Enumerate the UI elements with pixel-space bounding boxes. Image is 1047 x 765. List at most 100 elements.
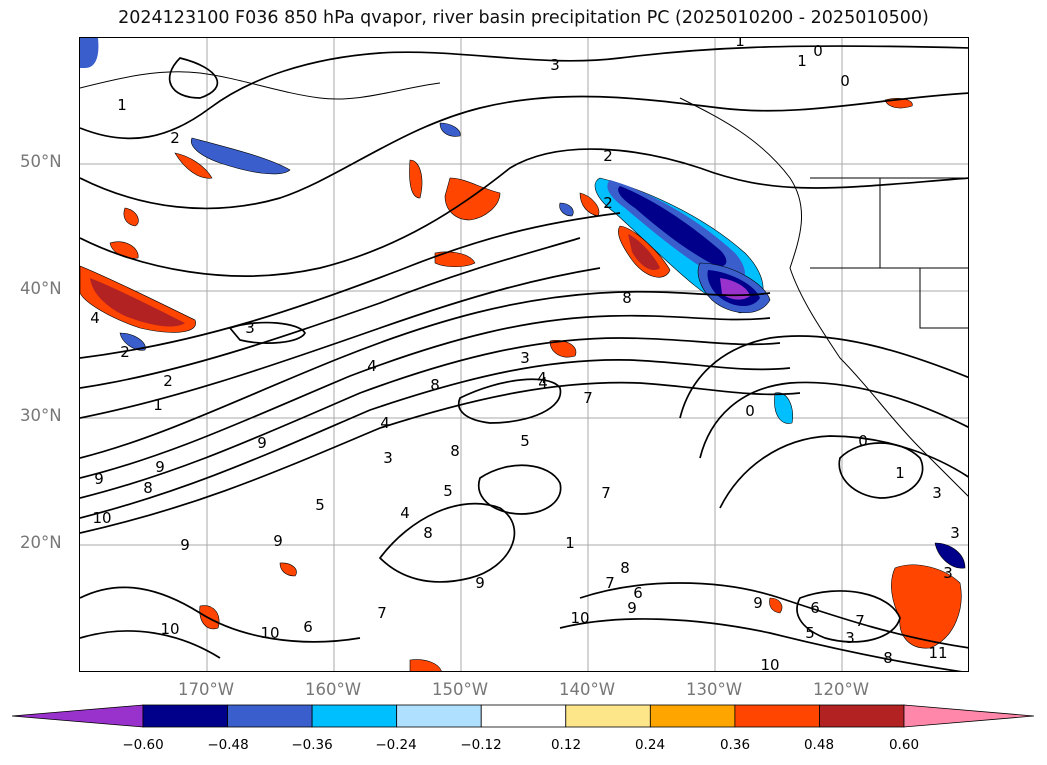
contour-label: 10 bbox=[160, 620, 179, 638]
colorbar-cell bbox=[819, 704, 905, 728]
contour-label: 9 bbox=[753, 594, 763, 612]
contour-label: 3 bbox=[932, 484, 942, 502]
contour-label: 9 bbox=[273, 532, 283, 550]
colorbar-cell bbox=[396, 704, 482, 728]
contour-label: 8 bbox=[450, 442, 460, 460]
colorbar-cell bbox=[649, 704, 736, 728]
contour-label: 8 bbox=[143, 479, 153, 497]
contour-label: 3 bbox=[245, 319, 255, 337]
colorbar-over-extension bbox=[903, 704, 1035, 728]
contour-label: 7 bbox=[605, 574, 615, 592]
contour-label: 7 bbox=[855, 612, 865, 630]
contour-label: 9 bbox=[94, 470, 104, 488]
colorbar-tick-label: −0.36 bbox=[291, 737, 333, 753]
contour-label: 8 bbox=[423, 524, 433, 542]
contour-label: 2 bbox=[170, 129, 180, 147]
map-panel: 1 2 3 2 1 0 1 0 4 2 1 2 3 4 4 8 3 4 8 5 … bbox=[79, 37, 969, 672]
contour-label: 5 bbox=[315, 496, 325, 514]
contour-label: 7 bbox=[377, 604, 387, 622]
contour-label: 4 bbox=[538, 374, 548, 392]
contour-label: 6 bbox=[810, 599, 820, 617]
contour-label: 11 bbox=[928, 644, 947, 662]
colorbar-tick-label: −0.24 bbox=[375, 737, 417, 753]
colorbar-tick-label: 0.24 bbox=[634, 737, 666, 753]
colorbar-tick-label: 0.12 bbox=[550, 737, 582, 753]
contour-label: 1 bbox=[117, 96, 127, 114]
contour-label: 0 bbox=[813, 42, 823, 60]
contour-label: 2 bbox=[120, 343, 130, 361]
contour-label: 9 bbox=[180, 536, 190, 554]
contour-label: 7 bbox=[601, 484, 611, 502]
qvapor-contours bbox=[80, 45, 968, 671]
contour-label: 3 bbox=[845, 629, 855, 647]
contour-label: 2 bbox=[603, 194, 613, 212]
contour-label: 9 bbox=[257, 434, 267, 452]
contour-label: 8 bbox=[883, 649, 893, 667]
contour-label: 4 bbox=[537, 369, 547, 387]
map-canvas: 1 2 3 2 1 0 1 0 4 2 1 2 3 4 4 8 3 4 8 5 … bbox=[80, 38, 968, 672]
lon-label: 170°W bbox=[177, 680, 235, 699]
colorbar-cell bbox=[311, 704, 398, 728]
contour-label: 5 bbox=[805, 624, 815, 642]
lon-label: 120°W bbox=[812, 680, 870, 699]
lon-label: 160°W bbox=[304, 680, 362, 699]
lat-label: 20°N bbox=[20, 533, 62, 552]
coastlines bbox=[80, 71, 968, 497]
contour-label: 4 bbox=[90, 309, 100, 327]
contour-label: 9 bbox=[155, 458, 165, 476]
map-title: 2024123100 F036 850 hPa qvapor, river ba… bbox=[118, 8, 929, 28]
contour-label: 1 bbox=[153, 396, 163, 414]
contour-label: 8 bbox=[430, 376, 440, 394]
colorbar-tick-label: 0.48 bbox=[803, 737, 835, 753]
contour-label: 6 bbox=[303, 618, 313, 636]
contour-label: 0 bbox=[745, 402, 755, 420]
contour-label: 3 bbox=[520, 349, 530, 367]
colorbar-tick-label: 0.36 bbox=[719, 737, 751, 753]
colorbar-cell bbox=[480, 704, 567, 728]
contour-label: 1 bbox=[735, 38, 745, 50]
precip-shading bbox=[80, 38, 966, 671]
colorbar-under-extension bbox=[12, 704, 144, 728]
contour-label: 10 bbox=[760, 656, 779, 672]
colorbar-cell bbox=[734, 704, 820, 728]
contour-label: 4 bbox=[400, 504, 410, 522]
contour-label: 4 bbox=[380, 414, 390, 432]
contour-label: 3 bbox=[383, 449, 393, 467]
contour-label: 1 bbox=[797, 52, 807, 70]
contour-label: 10 bbox=[260, 624, 279, 642]
contour-label: 8 bbox=[622, 289, 632, 307]
lat-label: 40°N bbox=[20, 279, 62, 298]
colorbar-cell bbox=[227, 704, 313, 728]
contour-label-group: 1 2 3 2 1 0 1 0 4 2 1 2 3 4 4 8 3 4 8 5 … bbox=[90, 38, 960, 672]
contour-label: 1 bbox=[895, 464, 905, 482]
colorbar-tick-label: −0.48 bbox=[207, 737, 249, 753]
lon-label: 130°W bbox=[685, 680, 743, 699]
contour-label: 2 bbox=[603, 147, 613, 165]
lon-label: 150°W bbox=[431, 680, 489, 699]
contour-label: 9 bbox=[475, 574, 485, 592]
colorbar-tick-label: −0.60 bbox=[122, 737, 164, 753]
lat-label: 50°N bbox=[20, 152, 62, 171]
lat-label: 30°N bbox=[20, 406, 62, 425]
colorbar bbox=[12, 704, 1035, 728]
contour-label: 0 bbox=[858, 432, 868, 450]
contour-label: 8 bbox=[620, 559, 630, 577]
contour-label: 5 bbox=[520, 432, 530, 450]
colorbar-cell bbox=[565, 704, 651, 728]
contour-label: 9 bbox=[627, 599, 637, 617]
contour-label: 5 bbox=[443, 482, 453, 500]
colorbar-cell bbox=[142, 704, 228, 728]
contour-label: 2 bbox=[163, 372, 173, 390]
contour-label: 3 bbox=[950, 524, 960, 542]
contour-label: 1 bbox=[565, 534, 575, 552]
contour-label: 3 bbox=[550, 56, 560, 74]
contour-label: 0 bbox=[840, 72, 850, 90]
colorbar-tick-label: 0.60 bbox=[888, 737, 920, 753]
contour-label: 10 bbox=[570, 609, 589, 627]
contour-label: 7 bbox=[583, 389, 593, 407]
colorbar-tick-label: −0.12 bbox=[460, 737, 502, 753]
contour-label: 4 bbox=[367, 357, 377, 375]
contour-label: 10 bbox=[92, 509, 111, 527]
contour-label: 3 bbox=[943, 564, 953, 582]
lon-label: 140°W bbox=[558, 680, 616, 699]
